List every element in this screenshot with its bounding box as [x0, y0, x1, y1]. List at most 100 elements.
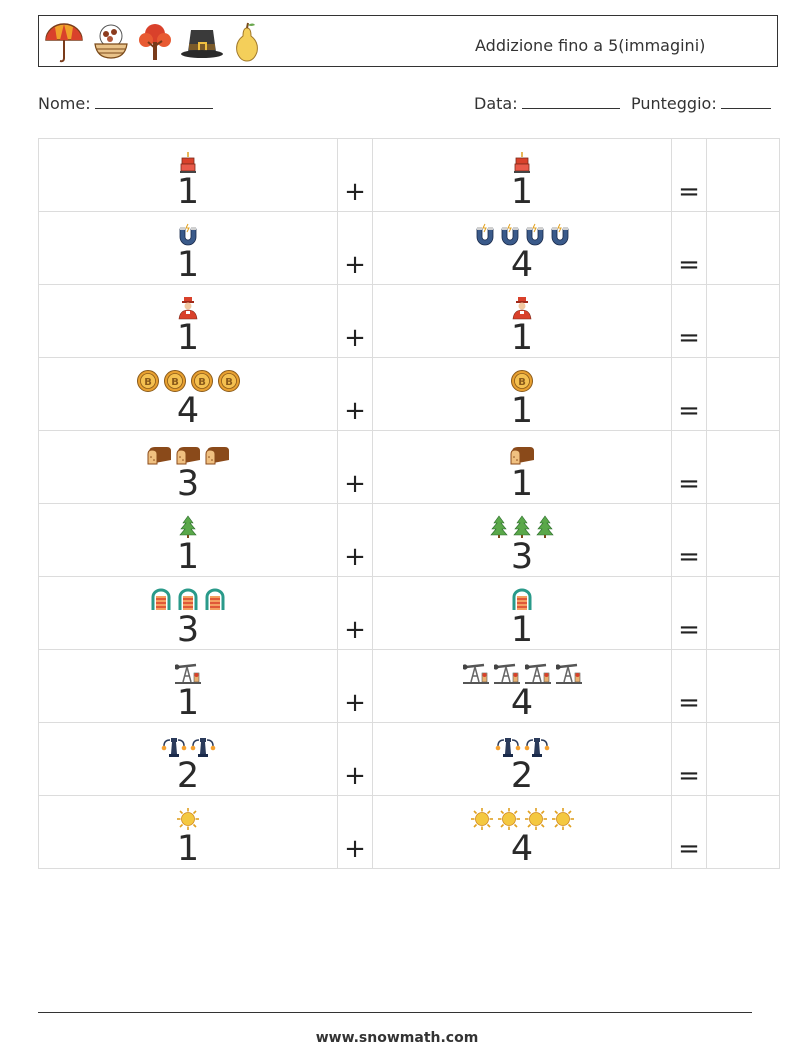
date-blank[interactable] — [521, 94, 620, 109]
addend-number: 3 — [176, 464, 200, 504]
pear-icon — [236, 22, 258, 62]
magnet-icon — [524, 223, 546, 247]
picture-group — [39, 507, 337, 539]
picture-group — [373, 726, 671, 758]
addend-number: 1 — [510, 318, 534, 358]
score-label: Punteggio: — [631, 94, 717, 113]
addend-number: 1 — [176, 245, 200, 285]
date-field: Data: — [474, 94, 620, 113]
answer-cell[interactable] — [706, 649, 780, 723]
equals-cell: = — [671, 795, 707, 869]
equals-sign: = — [678, 615, 700, 645]
coin-icon: B — [190, 369, 214, 393]
answer-cell[interactable] — [706, 357, 780, 431]
sun-icon — [497, 807, 521, 831]
magnet-icon — [549, 223, 571, 247]
picture-group — [39, 799, 337, 831]
picture-group — [373, 653, 671, 685]
plus-sign: + — [344, 250, 366, 280]
addend-right: 1 — [372, 284, 672, 358]
magnet-icon — [177, 223, 199, 247]
sun-icon — [551, 807, 575, 831]
pumpjack-icon — [174, 661, 202, 685]
picture-group — [373, 142, 671, 174]
magnet-icon — [474, 223, 496, 247]
plus-cell: + — [337, 649, 373, 723]
pilgrim-icon — [510, 296, 534, 320]
bread-icon — [146, 444, 172, 466]
equals-cell: = — [671, 576, 707, 650]
answer-cell[interactable] — [706, 576, 780, 650]
date-label: Data: — [474, 94, 518, 113]
plus-cell: + — [337, 503, 373, 577]
equals-cell: = — [671, 211, 707, 285]
footer-url: www.snowmath.com — [315, 1030, 479, 1046]
equals-cell: = — [671, 357, 707, 431]
header-icon-strip — [43, 19, 263, 65]
picture-group — [373, 580, 671, 612]
answer-cell[interactable] — [706, 430, 780, 504]
name-blank[interactable] — [94, 94, 213, 109]
name-label: Nome: — [38, 94, 91, 113]
pumpjack-icon — [462, 661, 490, 685]
plus-cell: + — [337, 430, 373, 504]
equals-cell: = — [671, 138, 707, 212]
picture-group — [39, 288, 337, 320]
picture-group — [373, 215, 671, 247]
addend-left: 1 — [38, 503, 338, 577]
sled-icon — [149, 588, 173, 612]
sled-icon — [510, 588, 534, 612]
problem-row: 2 +2 = — [38, 722, 780, 796]
worksheet-header: Addizione fino a 5(immagini) — [38, 15, 778, 67]
addend-right: 1 — [372, 430, 672, 504]
addend-number: 1 — [510, 464, 534, 504]
equals-cell: = — [671, 430, 707, 504]
addend-number: 1 — [176, 683, 200, 723]
picture-group: B — [373, 361, 671, 393]
addend-number: 1 — [510, 391, 534, 431]
addend-left: 1 — [38, 211, 338, 285]
addend-number: 1 — [176, 829, 200, 869]
answer-cell[interactable] — [706, 722, 780, 796]
addend-right: 4 — [372, 211, 672, 285]
equals-cell: = — [671, 722, 707, 796]
problem-row: 1 +4 = — [38, 211, 780, 285]
addend-number: 4 — [510, 829, 534, 869]
plus-sign: + — [344, 834, 366, 864]
problem-row: 1 +4 = — [38, 795, 780, 869]
addend-left: 2 — [38, 722, 338, 796]
equals-sign: = — [678, 834, 700, 864]
autumn-tree-icon — [139, 24, 171, 60]
addend-right: 3 — [372, 503, 672, 577]
answer-cell[interactable] — [706, 138, 780, 212]
addend-number: 1 — [510, 610, 534, 650]
plus-cell: + — [337, 576, 373, 650]
name-field: Nome: — [38, 94, 213, 113]
answer-cell[interactable] — [706, 284, 780, 358]
answer-cell[interactable] — [706, 795, 780, 869]
pilgrim-icon — [176, 296, 200, 320]
plus-sign: + — [344, 761, 366, 791]
plus-cell: + — [337, 795, 373, 869]
cake-icon — [512, 150, 532, 174]
addend-number: 3 — [176, 610, 200, 650]
answer-cell[interactable] — [706, 503, 780, 577]
pine-icon — [535, 515, 555, 539]
addend-number: 4 — [176, 391, 200, 431]
addend-left: 3 — [38, 576, 338, 650]
lamp-icon — [190, 734, 216, 758]
plus-sign: + — [344, 323, 366, 353]
addend-right: 1 — [372, 576, 672, 650]
addend-number: 4 — [510, 245, 534, 285]
picture-group — [39, 215, 337, 247]
score-blank[interactable] — [720, 94, 771, 109]
equals-cell: = — [671, 503, 707, 577]
addend-number: 3 — [510, 537, 534, 577]
equals-sign: = — [678, 542, 700, 572]
equals-cell: = — [671, 649, 707, 723]
answer-cell[interactable] — [706, 211, 780, 285]
bread-icon — [204, 444, 230, 466]
svg-text:B: B — [518, 377, 526, 388]
